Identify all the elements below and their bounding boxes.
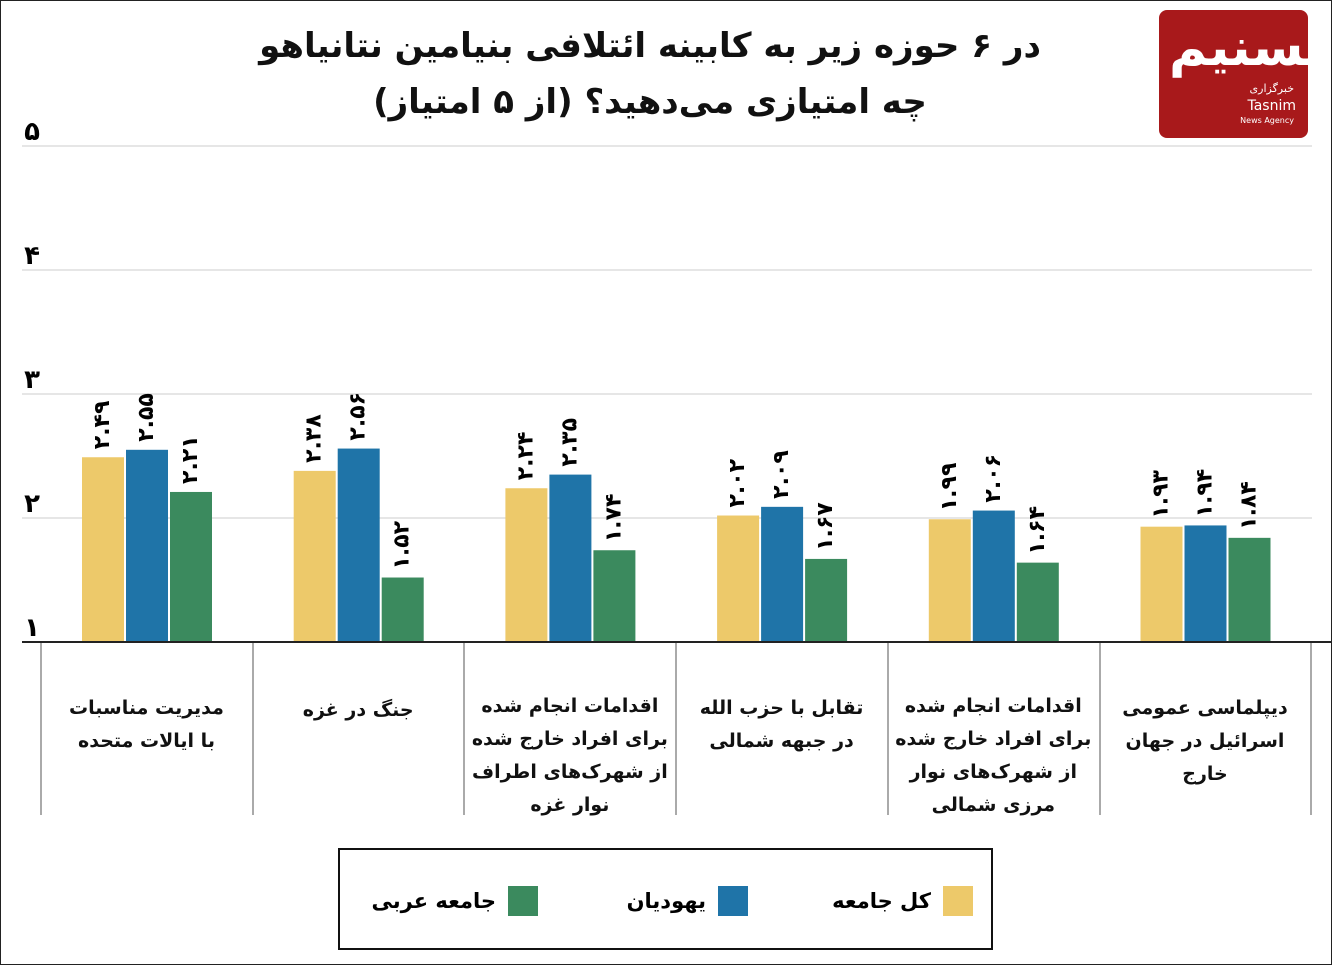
data-label: ۲.۰۹	[769, 450, 794, 499]
legend-swatch	[508, 886, 538, 916]
logo-line-3: News Agency	[1240, 116, 1294, 125]
category-line: دیپلماسی عمومی	[1122, 697, 1288, 719]
y-tick-label: ۱	[24, 613, 40, 643]
data-label: ۱.۹۴	[1193, 469, 1218, 518]
category-line: از شهرک‌های نوار	[909, 761, 1077, 783]
y-tick-label: ۴	[24, 241, 40, 271]
x-category-label: دیپلماسی عمومی اسرائیل در جهان خارج	[1103, 692, 1308, 791]
y-tick-label: ۳	[24, 365, 40, 395]
category-line: در جبهه شمالی	[709, 730, 854, 752]
logo-mark: تسنیم	[1169, 18, 1325, 78]
data-label: ۲.۰۲	[725, 458, 750, 507]
bar	[1228, 537, 1271, 642]
category-line: مرزی شمالی	[931, 794, 1056, 816]
data-label: ۱.۶۴	[1025, 506, 1050, 555]
legend-label: یهودیان	[626, 889, 706, 913]
bar	[1140, 526, 1183, 642]
data-label: ۲.۳۸	[302, 414, 327, 463]
logo-line-1: خبرگزاری	[1249, 82, 1294, 95]
legend-item-arab: جامعه عربی	[372, 886, 538, 916]
data-label: ۲.۲۱	[178, 435, 203, 484]
data-label: ۲.۵۶	[346, 392, 371, 441]
bar	[761, 506, 804, 642]
bar	[1184, 525, 1227, 642]
data-label: ۱.۷۴	[601, 494, 626, 543]
legend-item-total: کل جامعه	[832, 886, 973, 916]
category-line: اقدامات انجام شده	[481, 695, 659, 717]
chart-title: در ۶ حوزه زیر به کابینه ائتلافی بنیامین …	[200, 18, 1100, 130]
bar	[593, 550, 636, 642]
bar	[1016, 562, 1059, 642]
bar	[170, 491, 212, 642]
category-line: اسرائیل در جهان خارج	[1125, 730, 1285, 785]
tasnim-logo: تسنیم خبرگزاری Tasnim News Agency	[1159, 10, 1325, 138]
category-line: از شهرک‌های اطراف	[472, 761, 668, 783]
logo-line-2: Tasnim	[1247, 98, 1296, 114]
x-category-label: جنگ در غزه	[256, 694, 461, 727]
bar	[337, 448, 380, 642]
data-label: ۱.۵۲	[390, 520, 415, 569]
data-label: ۲.۴۹	[90, 401, 115, 450]
legend-swatch	[943, 886, 973, 916]
data-label: ۲.۰۶	[981, 454, 1006, 503]
bar	[381, 577, 424, 642]
bar	[505, 488, 548, 642]
bar	[293, 470, 336, 642]
bar	[126, 449, 168, 642]
title-line-2: چه امتیازی می‌دهید؟ (از ۵ امتیاز)	[373, 82, 927, 122]
bar	[928, 519, 971, 642]
category-line: با ایالات متحده	[78, 730, 215, 752]
legend-label: کل جامعه	[832, 889, 931, 913]
x-category-label: اقدامات انجام شده برای افراد خارج شده از ش…	[467, 690, 672, 822]
category-line: اقدامات انجام شده	[904, 695, 1082, 717]
data-label: ۲.۵۵	[134, 393, 159, 442]
data-label: ۱.۸۴	[1237, 481, 1262, 530]
category-line: نوار غزه	[530, 794, 610, 816]
y-tick-label: ۲	[24, 489, 40, 519]
bar	[717, 515, 760, 642]
x-category-label: مدیریت مناسبات با ایالات متحده	[44, 692, 249, 758]
bar	[549, 474, 592, 642]
category-line: مدیریت مناسبات	[69, 697, 224, 719]
data-label: ۱.۹۳	[1149, 469, 1174, 518]
category-line: تقابل با حزب الله	[699, 697, 864, 719]
data-label: ۱.۹۹	[937, 463, 962, 512]
legend-item-jews: یهودیان	[627, 886, 748, 916]
bar	[972, 510, 1015, 642]
category-line: جنگ در غزه	[302, 699, 414, 721]
legend-label: جامعه عربی	[371, 889, 496, 913]
category-line: برای افراد خارج شده	[471, 728, 668, 750]
data-label: ۱.۶۷	[813, 502, 838, 551]
data-label: ۲.۳۵	[557, 418, 582, 467]
legend-swatch	[718, 886, 748, 916]
title-line-1: در ۶ حوزه زیر به کابینه ائتلافی بنیامین …	[259, 26, 1041, 66]
x-category-label: تقابل با حزب الله در جبهه شمالی	[679, 692, 884, 758]
category-line: برای افراد خارج شده	[895, 728, 1092, 750]
data-label: ۲.۲۴	[513, 432, 538, 481]
legend: کل جامعه یهودیان جامعه عربی	[338, 848, 993, 950]
y-tick-label: ۵	[24, 117, 40, 147]
bar	[82, 457, 124, 642]
bar	[805, 558, 848, 642]
x-category-label: اقدامات انجام شده برای افراد خارج شده از ش…	[891, 690, 1096, 822]
